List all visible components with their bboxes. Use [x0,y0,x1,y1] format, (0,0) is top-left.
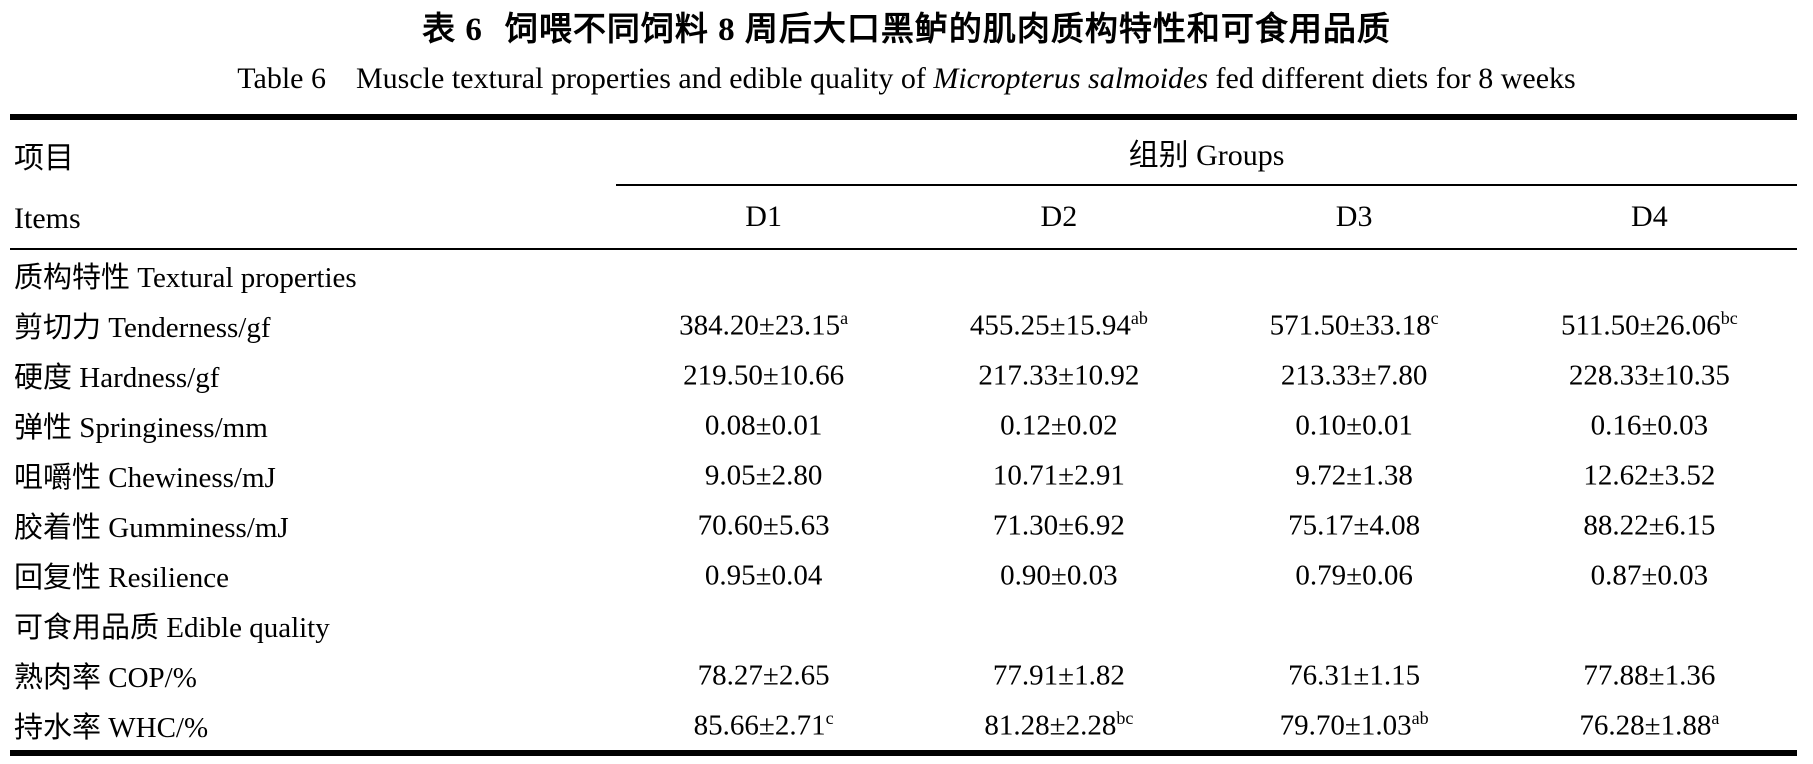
value-cell: 571.50±33.18c [1269,307,1439,342]
section-row: 可食用品质 Edible quality [10,600,1797,650]
value-cell: 0.08±0.01 [704,409,823,442]
table-title-en-number: Table 6 [237,62,326,95]
column-header-d4: D4 [1501,185,1797,250]
table-title-en-text: Muscle textural properties and edible qu… [356,62,934,95]
value-cell: 79.70±1.03ab [1279,707,1429,742]
value-cell: 455.25±15.94ab [969,307,1148,342]
value-cell: 0.79±0.06 [1295,559,1413,592]
value-cell: 0.87±0.03 [1590,559,1709,592]
groups-header-cell: 组别 Groups [616,117,1797,186]
species-name-italic: Micropterus salmoides [933,62,1209,95]
table-row: 胶着性 Gumminess/mJ 70.60±5.63 71.30±6.92 7… [10,500,1797,550]
value-cell: 0.12±0.02 [1000,409,1118,442]
row-label: 持水率 WHC/% [14,712,209,744]
row-label: 咀嚼性 Chewiness/mJ [14,462,276,494]
value-cell: 10.71±2.91 [992,459,1125,492]
header-row-diets: D1 D2 D3 D4 [10,185,1797,250]
value-cell: 0.95±0.04 [704,559,823,592]
value-cell: 77.88±1.36 [1583,659,1716,692]
value-cell: 384.20±23.15a [679,307,849,342]
items-header-cell: 项目 Items [10,117,616,250]
row-label: 熟肉率 COP/% [14,662,197,694]
row-label: 弹性 Springiness/mm [14,412,268,444]
table-title-zh: 表 6 饲喂不同饲料 8 周后大口黑鲈的肌肉质构特性和可食用品质 [0,8,1813,52]
value-cell: 71.30±6.92 [992,509,1125,542]
value-cell: 219.50±10.66 [683,359,845,392]
value-cell: 228.33±10.35 [1568,359,1730,392]
data-table: 项目 Items 组别 Groups D1 D2 D3 D4 质构特性 Text… [10,114,1797,756]
table-title-zh-text: 饲喂不同饲料 8 周后大口黑鲈的肌肉质构特性和可食用品质 [504,12,1391,48]
significance-superscript: ab [1130,307,1148,328]
row-label: 回复性 Resilience [14,562,230,594]
table-title-en: Table 6 Muscle textural properties and ed… [0,54,1813,104]
table-row: 硬度 Hardness/gf 219.50±10.66 217.33±10.92… [10,350,1797,400]
value-cell: 78.27±2.65 [697,659,830,692]
value-cell: 9.05±2.80 [704,459,823,492]
row-label: 胶着性 Gumminess/mJ [14,512,289,544]
value-cell: 88.22±6.15 [1583,509,1716,542]
table-title-zh-number: 表 6 [422,12,483,48]
significance-superscript: bc [1116,707,1134,728]
table-row: 剪切力 Tenderness/gf 384.20±23.15a 455.25±1… [10,300,1797,350]
significance-superscript: a [840,307,849,328]
value-cell: 511.50±26.06bc [1560,307,1738,342]
value-cell: 0.10±0.01 [1295,409,1413,442]
value-cell: 77.91±1.82 [992,659,1125,692]
table-row: 持水率 WHC/% 85.66±2.71c 81.28±2.28bc 79.70… [10,700,1797,753]
section-label: 质构特性 Textural properties [14,262,357,294]
value-cell: 81.28±2.28bc [984,707,1134,742]
value-cell: 12.62±3.52 [1583,459,1716,492]
value-cell: 70.60±5.63 [697,509,830,542]
row-label: 剪切力 Tenderness/gf [14,312,271,344]
significance-superscript: c [825,707,834,728]
value-cell: 76.31±1.15 [1288,659,1421,692]
row-label: 硬度 Hardness/gf [14,362,220,394]
value-cell: 9.72±1.38 [1295,459,1413,492]
table-row: 弹性 Springiness/mm 0.08±0.01 0.12±0.02 0.… [10,400,1797,450]
section-label: 可食用品质 Edible quality [14,612,330,644]
significance-superscript: c [1430,307,1439,328]
value-cell: 0.90±0.03 [1000,559,1118,592]
significance-superscript: bc [1720,307,1738,328]
value-cell: 0.16±0.03 [1590,409,1709,442]
section-row: 质构特性 Textural properties [10,249,1797,300]
significance-superscript: ab [1411,707,1429,728]
table-row: 熟肉率 COP/% 78.27±2.65 77.91±1.82 76.31±1.… [10,650,1797,700]
value-cell: 85.66±2.71c [693,707,834,742]
value-cell: 75.17±4.08 [1288,509,1421,542]
value-cell: 213.33±7.80 [1280,359,1428,392]
table-title-en-tail: fed different diets for 8 weeks [1208,62,1576,95]
table-row: 回复性 Resilience 0.95±0.04 0.90±0.03 0.79±… [10,550,1797,600]
table-row: 咀嚼性 Chewiness/mJ 9.05±2.80 10.71±2.91 9.… [10,450,1797,500]
header-row-groups: 项目 Items 组别 Groups [10,117,1797,250]
value-cell: 217.33±10.92 [978,359,1140,392]
column-header-d3: D3 [1206,185,1502,250]
value-cell: 76.28±1.88a [1579,707,1720,742]
items-header-zh: 项目 [14,141,74,175]
column-header-d1: D1 [616,185,912,250]
significance-superscript: a [1711,707,1720,728]
column-header-d2: D2 [911,185,1207,250]
items-header-en: Items [14,201,81,235]
